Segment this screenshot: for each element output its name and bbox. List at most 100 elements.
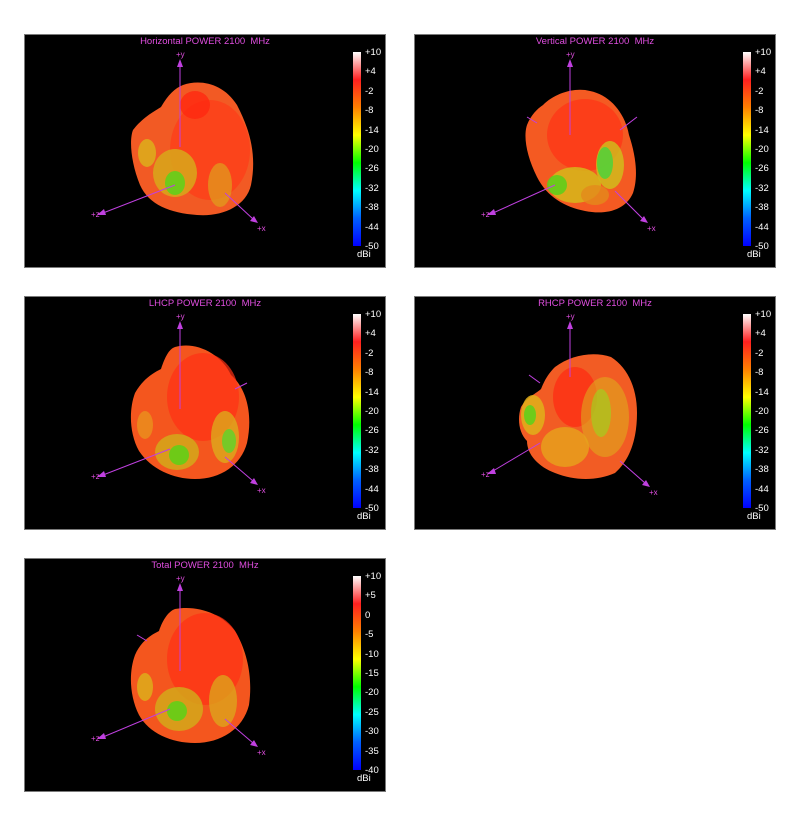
axes: +y +z +x — [91, 312, 266, 495]
color-scale-bar — [353, 52, 361, 246]
scale-tick-label: +4 — [365, 328, 376, 340]
scale-tick-label: -32 — [755, 444, 769, 456]
scale-tick-label: -20 — [365, 144, 379, 155]
radiation-pattern-plot: +y +z +x — [91, 312, 266, 495]
scale-unit: dBi — [357, 249, 371, 260]
scale-tick-label: -38 — [755, 202, 769, 214]
z-axis-label: +z — [91, 210, 100, 219]
scale-tick-label: -26 — [755, 163, 769, 175]
axes: +y +z +x — [481, 312, 658, 497]
scale-tick-label: -32 — [365, 444, 379, 456]
z-axis-label: +z — [91, 472, 100, 481]
scale-unit: dBi — [747, 511, 761, 522]
color-scale-bar — [353, 314, 361, 508]
scale-tick-label: +4 — [755, 66, 766, 78]
scale-unit: dBi — [357, 773, 371, 784]
y-axis-label: +y — [176, 574, 185, 583]
radiation-pattern-plot: +y +z +x — [481, 312, 658, 497]
panel-title: Vertical POWER 2100 MHz — [535, 36, 655, 47]
pattern-panel-vertical: Vertical POWER 2100 MHz +y +z +x dBi +10… — [414, 34, 776, 268]
scale-tick-label: -20 — [365, 687, 379, 699]
scale-tick-label: -8 — [365, 105, 374, 117]
scale-tick-label: -8 — [365, 367, 374, 379]
scale-tick-label: -2 — [755, 347, 764, 359]
scale-tick-label: -50 — [365, 503, 379, 514]
z-axis-label: +z — [91, 734, 100, 743]
scale-tick-label: +4 — [365, 66, 376, 78]
y-axis-label: +y — [176, 312, 185, 321]
x-axis-label: +x — [257, 486, 266, 495]
scale-tick-label: +10 — [755, 309, 772, 320]
scale-tick-label: -40 — [365, 765, 379, 776]
x-axis-label: +x — [649, 488, 658, 497]
scale-tick-label: +10 — [365, 309, 382, 320]
scale-tick-label: -2 — [365, 85, 374, 97]
y-axis-label: +y — [176, 50, 185, 59]
scale-tick-label: -38 — [365, 202, 379, 214]
scale-tick-label: -44 — [365, 483, 379, 495]
scale-tick-label: -20 — [755, 144, 769, 155]
scale-tick-label: -8 — [755, 367, 764, 379]
scale-tick-label: +10 — [365, 47, 382, 58]
z-axis-label: +z — [481, 210, 490, 219]
color-scale-bar — [743, 314, 751, 508]
radiation-pattern-plot: +y +z +x — [91, 574, 266, 757]
scale-tick-label: -38 — [365, 464, 379, 476]
panel-title: Horizontal POWER 2100 MHz — [140, 36, 270, 47]
scale-tick-label: -32 — [755, 182, 769, 194]
y-axis-label: +y — [566, 312, 575, 321]
pattern-blob — [131, 82, 254, 216]
scale-unit: dBi — [357, 511, 371, 522]
panel-title: LHCP POWER 2100 MHz — [148, 298, 262, 309]
scale-tick-label: -15 — [365, 668, 379, 679]
scale-tick-label: -44 — [755, 483, 769, 495]
color-scale-bar — [353, 576, 361, 770]
scale-tick-label: -26 — [365, 425, 379, 437]
scale-tick-label: -14 — [365, 386, 379, 398]
scale-tick-label: -30 — [365, 726, 379, 738]
scale-tick-label: +5 — [365, 590, 376, 602]
scale-tick-label: -38 — [755, 464, 769, 476]
x-axis-label: +x — [257, 224, 266, 233]
pattern-panel-rhcp: RHCP POWER 2100 MHz +y +z +x dBi +10 +4 -2… — [414, 296, 776, 530]
pattern-blob — [519, 354, 637, 479]
scale-tick-label: -20 — [755, 406, 769, 417]
scale-tick-label: +10 — [755, 47, 772, 58]
pattern-blob — [130, 345, 250, 479]
scale-tick-label: -8 — [755, 105, 764, 117]
scale-tick-label: +10 — [365, 571, 382, 582]
pattern-panel-horizontal: Horizontal POWER 2100 MHz +y +z +x dBi +… — [24, 34, 386, 268]
radiation-pattern-plot: +y +z +x — [91, 50, 266, 233]
scale-tick-label: -14 — [755, 124, 769, 136]
scale-tick-label: 0 — [365, 609, 371, 621]
scale-tick-label: -50 — [755, 503, 769, 514]
scale-tick-label: -32 — [365, 182, 379, 194]
x-axis-label: +x — [647, 224, 656, 233]
scale-tick-label: -26 — [365, 163, 379, 175]
scale-tick-label: -14 — [365, 124, 379, 136]
scale-tick-label: -20 — [365, 406, 379, 417]
pattern-blob — [525, 89, 636, 213]
scale-tick-label: -44 — [365, 221, 379, 233]
pattern-blob — [130, 607, 251, 743]
axes: +y +z +x — [91, 574, 266, 757]
scale-tick-label: -44 — [755, 221, 769, 233]
scale-tick-label: -2 — [755, 85, 764, 97]
color-scale-bar — [743, 52, 751, 246]
scale-tick-label: -35 — [365, 745, 379, 757]
scale-tick-label: -10 — [365, 648, 379, 660]
axes: +y +z +x — [481, 50, 656, 233]
axes: +y +z +x — [91, 50, 266, 233]
scale-tick-label: -50 — [365, 241, 379, 252]
radiation-pattern-plot: +y +z +x — [481, 50, 656, 233]
scale-tick-label: -5 — [365, 629, 374, 641]
scale-tick-label: +4 — [755, 328, 766, 340]
scale-unit: dBi — [747, 249, 761, 260]
scale-tick-label: -14 — [755, 386, 769, 398]
panel-title: RHCP POWER 2100 MHz — [538, 298, 652, 309]
pattern-panel-total: Total POWER 2100 MHz +y +z +x dBi +10 +5 0… — [24, 558, 386, 792]
z-axis-label: +z — [481, 470, 490, 479]
y-axis-label: +y — [566, 50, 575, 59]
scale-tick-label: -2 — [365, 347, 374, 359]
pattern-panel-lhcp: LHCP POWER 2100 MHz +y +z +x dBi +10 +4 -2… — [24, 296, 386, 530]
